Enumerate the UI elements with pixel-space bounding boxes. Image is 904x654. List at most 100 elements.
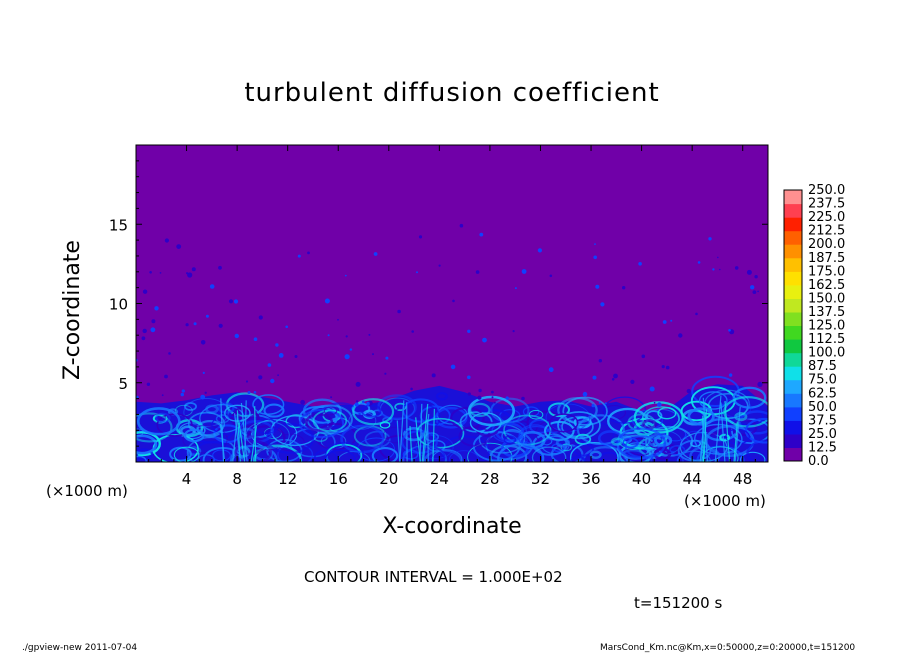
turbulence-speck	[411, 330, 415, 333]
turbulence-eddy	[305, 413, 334, 432]
turbulence-speck	[482, 337, 487, 343]
colorbar-label: 212.5	[808, 224, 845, 239]
turbulence-speck	[604, 402, 607, 405]
colorbar-swatch	[784, 406, 802, 421]
plume-streak	[421, 403, 429, 462]
colorbar-label: 50.0	[808, 400, 837, 415]
turbulence-speck	[475, 270, 480, 274]
plume-streak	[220, 398, 225, 462]
plume-streak	[724, 400, 731, 462]
turbulence-speck	[678, 333, 683, 338]
turbulence-eddy	[739, 451, 766, 462]
turbulence-speck	[695, 312, 698, 316]
turbulence-eddy	[597, 430, 623, 447]
turbulence-speck	[218, 265, 222, 270]
colorbar-label: 137.5	[808, 305, 845, 320]
turbulence-eddy	[383, 426, 410, 444]
turbulence-speck	[285, 325, 289, 329]
turbulence-eddy	[245, 421, 290, 449]
colorbar-label: 25.0	[808, 427, 837, 442]
turbulence-eddy	[252, 394, 285, 415]
turbulence-speck	[270, 378, 275, 384]
turbulence-speck	[151, 319, 156, 324]
turbulence-eddy	[622, 437, 639, 449]
turbulence-speck	[245, 380, 249, 383]
turbulence-speck	[549, 274, 553, 278]
y-tick-label: 5	[118, 375, 128, 393]
turbulence-speck	[514, 287, 517, 290]
turbulence-eddy	[610, 437, 623, 446]
turbulence-eddy	[403, 426, 425, 442]
turbulence-speck	[521, 269, 527, 274]
plume-streak	[238, 422, 246, 462]
turbulence-speck	[324, 298, 330, 304]
x-tick-label: 28	[480, 470, 499, 488]
heatmap-field	[136, 223, 768, 462]
turbulence-eddy	[312, 409, 348, 432]
turbulence-eddy	[618, 449, 648, 462]
colorbar-swatch	[784, 271, 802, 286]
turbulence-speck	[142, 328, 147, 334]
colorbar-label: 125.0	[808, 319, 845, 334]
x-unit-label-left: (×1000 m)	[46, 482, 128, 500]
turbulence-speck	[537, 248, 543, 253]
colorbar-swatch	[784, 366, 802, 381]
turbulence-speck	[307, 251, 310, 255]
plume-streak	[432, 408, 435, 462]
colorbar-swatch	[784, 352, 802, 367]
turbulence-eddy	[669, 444, 686, 456]
turbulence-speck	[368, 333, 371, 336]
turbulence-speck	[181, 389, 185, 393]
turbulence-speck	[754, 275, 758, 279]
turbulence-speck	[344, 274, 347, 277]
turbulence-speck	[187, 272, 193, 278]
turbulence-speck	[180, 392, 184, 397]
turbulence-eddy	[217, 402, 235, 414]
turbulence-eddy	[136, 434, 158, 455]
turbulence-speck	[253, 337, 258, 342]
y-axis: 5 10 15	[109, 160, 768, 447]
turbulence-speck	[728, 329, 731, 332]
turbulence-eddy	[136, 455, 147, 462]
y-tick-label: 10	[109, 296, 128, 314]
colorbar-swatch	[784, 230, 802, 245]
plume-streak	[254, 406, 257, 462]
plume-streak	[714, 395, 722, 462]
turbulence-speck	[478, 388, 482, 393]
turbulence-speck	[657, 402, 662, 407]
turbulence-eddy	[182, 424, 228, 454]
turbulence-speck	[708, 237, 712, 241]
turbulence-speck	[228, 299, 234, 304]
turbulence-eddy	[641, 406, 680, 431]
turbulence-speck	[345, 335, 348, 338]
turbulence-speck	[750, 285, 755, 290]
colorbar-label: 62.5	[808, 386, 837, 401]
turbulence-speck	[452, 299, 455, 303]
turbulence-speck	[384, 372, 387, 375]
turbulence-speck	[728, 373, 733, 377]
turbulence-speck	[141, 336, 146, 341]
turbulence-speck	[372, 353, 374, 356]
colorbar-swatch	[784, 393, 802, 408]
turbulence-speck	[521, 396, 525, 401]
turbulence-eddy	[277, 443, 314, 462]
turbulence-eddy	[738, 410, 768, 435]
turbulence-speck	[161, 394, 164, 397]
turbulence-eddy	[351, 402, 371, 415]
turbulence-eddy	[570, 455, 586, 462]
turbulence-speck	[168, 352, 171, 355]
chart-title: turbulent diffusion coefficient	[244, 78, 660, 108]
colorbar: 0.012.525.037.550.062.575.087.5100.0112.…	[783, 183, 845, 469]
colorbar-label: 200.0	[808, 237, 845, 252]
turbulence-eddy	[169, 446, 192, 462]
turbulence-speck	[267, 363, 272, 367]
turbulence-speck	[253, 391, 257, 394]
turbulence-speck	[431, 373, 436, 378]
plume-streak	[396, 420, 401, 462]
plume-streak	[234, 413, 242, 462]
turbulence-eddy	[136, 407, 181, 436]
turbulence-speck	[344, 354, 350, 360]
colorbar-swatch	[784, 433, 802, 448]
turbulence-speck	[154, 306, 159, 311]
colorbar-frame	[783, 189, 803, 462]
